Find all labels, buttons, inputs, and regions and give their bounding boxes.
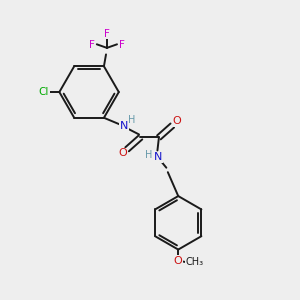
Text: H: H xyxy=(128,115,136,125)
Text: CH₃: CH₃ xyxy=(186,257,204,267)
Text: F: F xyxy=(104,28,110,39)
Text: F: F xyxy=(119,40,125,50)
Text: O: O xyxy=(172,116,181,126)
Text: N: N xyxy=(120,121,128,131)
Text: H: H xyxy=(145,150,152,160)
Text: O: O xyxy=(118,148,127,158)
Text: F: F xyxy=(88,40,94,50)
Text: Cl: Cl xyxy=(39,87,49,97)
Text: N: N xyxy=(154,152,162,162)
Text: O: O xyxy=(174,256,183,266)
